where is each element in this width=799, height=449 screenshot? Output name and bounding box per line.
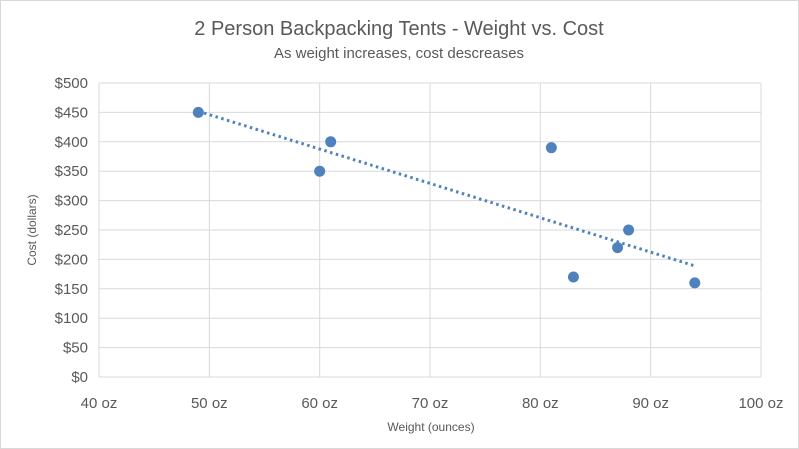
x-tick-label: 60 oz bbox=[301, 395, 338, 412]
data-point bbox=[314, 165, 326, 177]
y-tick-label: $500 bbox=[55, 75, 88, 92]
x-axis-ticks: 40 oz 50 oz 60 oz 70 oz 80 oz 90 oz 100 oz bbox=[81, 395, 784, 412]
y-tick-label: $200 bbox=[55, 251, 88, 268]
y-tick-label: $300 bbox=[55, 193, 88, 210]
y-tick-label: $250 bbox=[55, 222, 88, 239]
y-axis-ticks: $0 $50 $100 $150 $200 $250 $300 $350 $400 $450 $50… bbox=[55, 75, 88, 386]
trendline bbox=[197, 109, 696, 268]
x-tick-label: 70 oz bbox=[412, 395, 449, 412]
y-tick-label: $350 bbox=[55, 163, 88, 180]
data-point bbox=[192, 106, 204, 118]
data-point bbox=[623, 224, 635, 236]
x-tick-label: 90 oz bbox=[632, 395, 669, 412]
y-tick-label: $400 bbox=[55, 134, 88, 151]
x-tick-label: 40 oz bbox=[81, 395, 118, 412]
chart-subtitle: As weight increases, cost descreases bbox=[274, 45, 524, 62]
y-tick-label: $50 bbox=[63, 340, 88, 357]
chart-title: 2 Person Backpacking Tents - Weight vs. … bbox=[194, 18, 604, 40]
x-tick-label: 50 oz bbox=[191, 395, 228, 412]
data-point bbox=[567, 271, 579, 283]
y-tick-label: $0 bbox=[71, 369, 88, 386]
y-axis-label: Cost (dollars) bbox=[25, 194, 39, 265]
data-point bbox=[689, 277, 701, 289]
data-point bbox=[545, 142, 557, 154]
x-tick-label: 80 oz bbox=[522, 395, 559, 412]
x-axis-label: Weight (ounces) bbox=[387, 420, 474, 434]
y-tick-label: $150 bbox=[55, 281, 88, 298]
data-point bbox=[612, 242, 624, 254]
data-point bbox=[325, 136, 337, 148]
y-tick-label: $450 bbox=[55, 104, 88, 121]
y-tick-label: $100 bbox=[55, 310, 88, 327]
data-points bbox=[192, 106, 701, 289]
grid bbox=[98, 82, 762, 378]
x-tick-label: 100 oz bbox=[738, 395, 783, 412]
